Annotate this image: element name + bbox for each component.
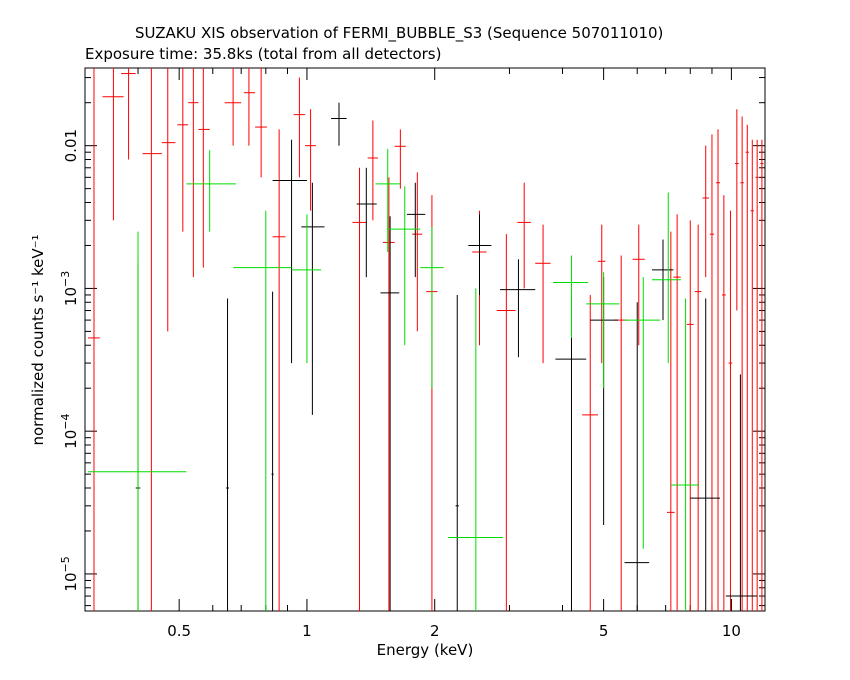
x-axis-label: Energy (keV)	[377, 641, 474, 659]
y-tick-label: 10−3	[59, 271, 80, 306]
y-axis-label-group: normalized counts s⁻¹ keV⁻¹	[29, 234, 47, 445]
axis-ticks: 0.5 1 2 5 100.0110−310−410−5	[59, 68, 765, 640]
x-tick-label: 1	[302, 622, 312, 640]
y-tick-label: 10−4	[59, 414, 80, 449]
x-tick-label: 0.5	[167, 622, 191, 640]
y-tick-label: 0.01	[62, 129, 80, 162]
chart-subtitle: Exposure time: 35.8ks (total from all de…	[85, 45, 442, 63]
x-tick-label: 5	[599, 622, 609, 640]
plot-frame	[84, 67, 766, 612]
chart-title: SUZAKU XIS observation of FERMI_BUBBLE_S…	[135, 24, 664, 42]
data-layer	[88, 68, 764, 611]
y-tick-base: 10	[62, 287, 80, 306]
y-tick-exponent: −5	[59, 556, 72, 572]
y-tick-base: 0.01	[62, 129, 80, 162]
y-tick-exponent: −4	[59, 414, 72, 430]
y-axis-label: normalized counts s⁻¹ keV⁻¹	[29, 234, 47, 445]
x-tick-label: 10	[722, 622, 741, 640]
y-tick-exponent: −3	[59, 271, 72, 287]
y-tick-label: 10−5	[59, 556, 80, 591]
y-tick-base: 10	[62, 572, 80, 591]
y-tick-base: 10	[62, 430, 80, 449]
x-tick-label: 2	[430, 622, 440, 640]
